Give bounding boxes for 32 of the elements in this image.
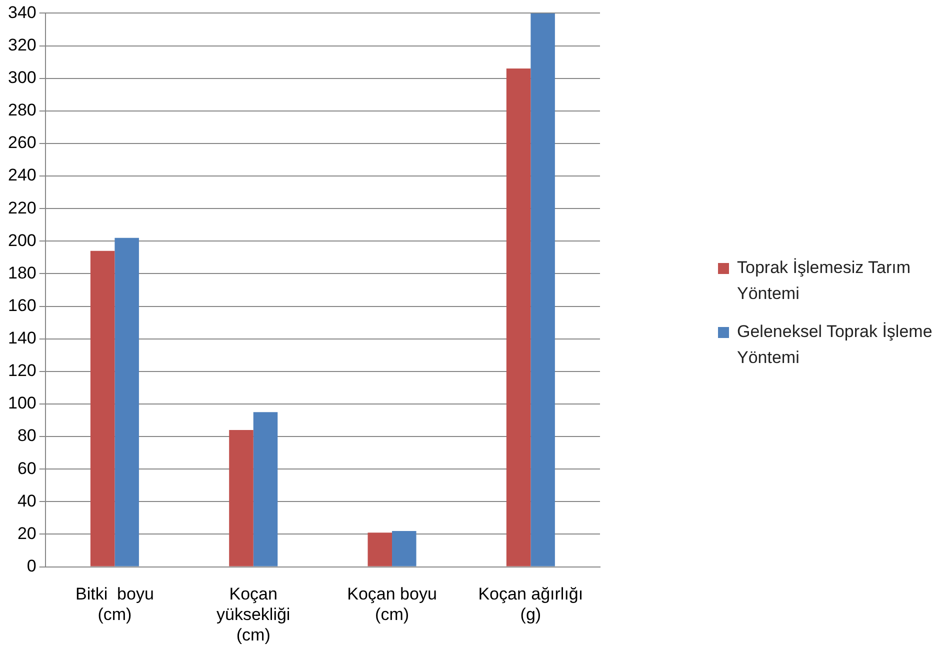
y-tick-label: 100 [8, 394, 36, 413]
y-tick-label: 340 [8, 2, 36, 22]
legend-label: Toprak İşlemesiz Tarım Yöntemi [737, 257, 912, 305]
x-tick-label: Bitki boyu (cm) [75, 584, 154, 624]
y-tick-label: 260 [8, 133, 36, 152]
y-tick-label: 140 [8, 328, 36, 348]
bar [253, 412, 278, 566]
y-tick-label: 280 [8, 100, 36, 120]
x-tick-label: Koçan boyu (cm) [347, 584, 437, 624]
x-tick-label: Koçan ağırlığı (g) [478, 584, 584, 624]
y-tick-label: 60 [17, 458, 36, 478]
y-tick-label: 0 [26, 556, 36, 576]
bar [392, 530, 416, 566]
y-tick-label: 80 [17, 426, 36, 446]
y-tick-label: 240 [8, 166, 36, 185]
y-tick-label: 320 [8, 35, 36, 54]
x-tick-label: Koçan yüksekliği (cm) [216, 584, 290, 644]
bar [506, 68, 531, 566]
y-tick-label: 160 [8, 296, 36, 315]
bar [114, 238, 139, 566]
bar [90, 250, 115, 566]
y-tick-label: 20 [17, 524, 36, 543]
y-tick-label: 200 [8, 230, 36, 250]
y-tick-label: 40 [17, 491, 36, 510]
legend-label: Geleneksel Toprak İşleme Yöntemi [737, 321, 934, 369]
bar [368, 532, 392, 566]
bar [229, 430, 254, 566]
y-tick-label: 220 [8, 198, 36, 218]
y-tick-label: 180 [8, 263, 36, 282]
y-tick-label: 120 [8, 361, 36, 380]
y-tick-label: 300 [8, 68, 36, 88]
bar [530, 13, 555, 566]
